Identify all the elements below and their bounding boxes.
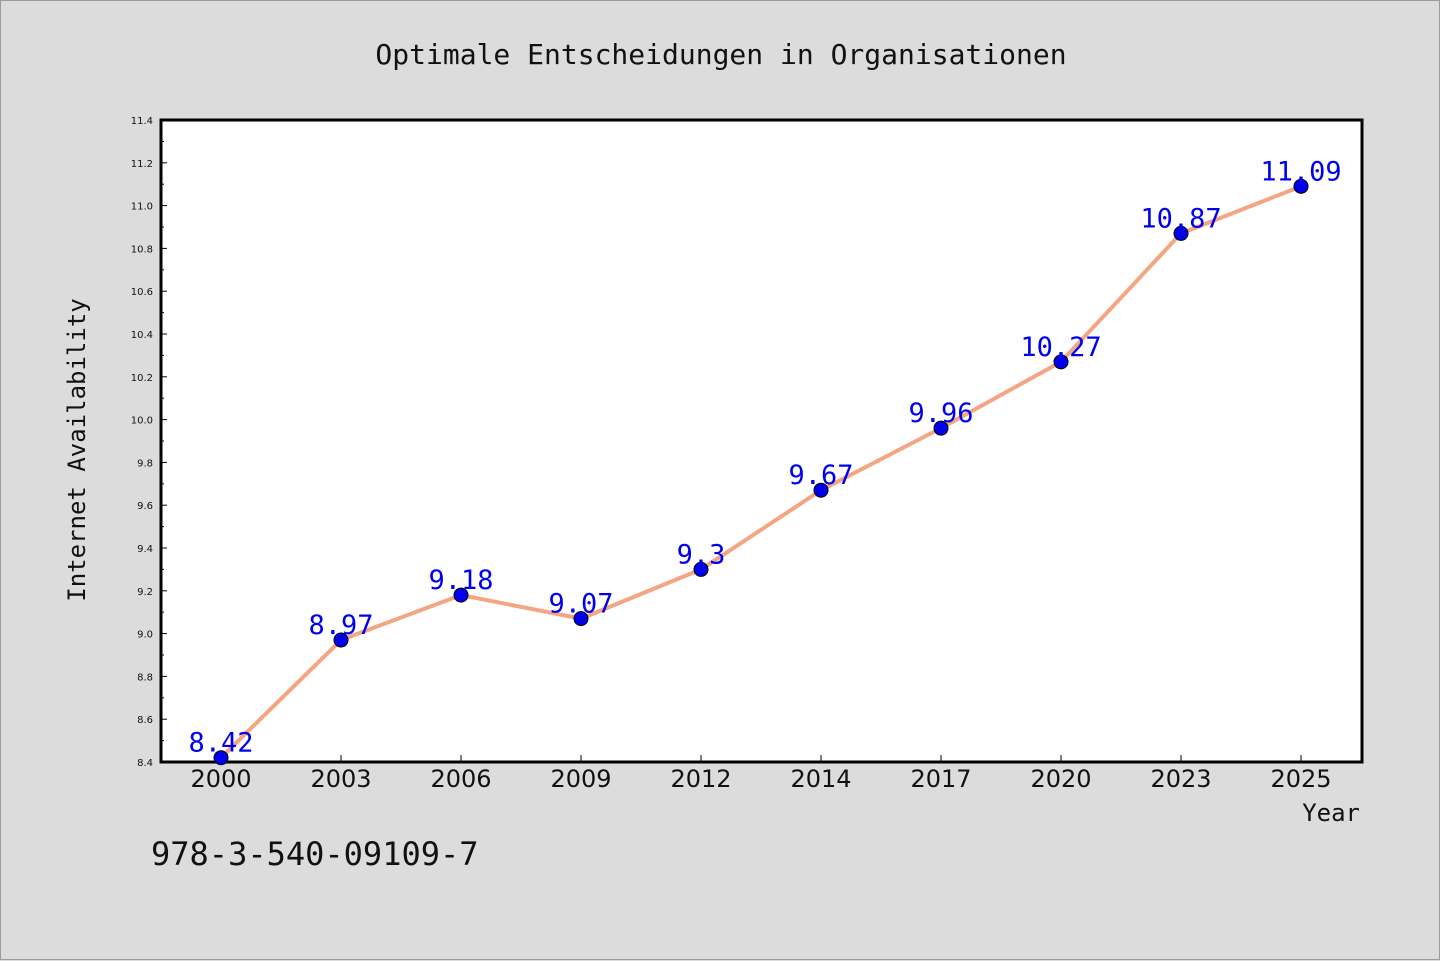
y-tick-label: 9.6 <box>137 501 153 512</box>
data-point <box>1173 225 1189 241</box>
data-point <box>453 587 469 603</box>
x-tick-label: 2006 <box>430 765 491 793</box>
data-point <box>213 750 229 766</box>
data-point <box>693 561 709 577</box>
y-tick-label: 8.8 <box>137 672 153 683</box>
x-tick-label: 2017 <box>910 765 971 793</box>
data-label: 8.42 <box>188 728 253 759</box>
y-tick-label: 10.0 <box>131 416 153 427</box>
x-tick-label: 2025 <box>1270 765 1331 793</box>
x-tick-label: 2003 <box>310 765 371 793</box>
x-tick-label: 2000 <box>190 765 251 793</box>
x-tick-label: 2009 <box>550 765 611 793</box>
y-tick-label: 10.4 <box>131 330 153 341</box>
y-axis-title: Internet Availability <box>63 298 91 601</box>
y-tick-label: 10.2 <box>131 373 153 384</box>
y-axis: 8.4 8.6 8.8 9.0 9.2 9.4 9.6 9.8 10.0 10.2 10.4 10.6… <box>131 116 167 769</box>
data-label: 10.87 <box>1140 203 1221 234</box>
markers-group <box>213 178 1309 766</box>
x-tick-label: 2023 <box>1150 765 1211 793</box>
y-tick-label: 9.8 <box>137 458 153 469</box>
data-label: 8.97 <box>308 610 373 641</box>
y-tick-label: 9.4 <box>137 544 153 555</box>
data-label: 9.67 <box>788 460 853 491</box>
y-tick-label: 8.6 <box>137 715 153 726</box>
x-axis: 2000 2003 2006 2009 2012 2014 2017 2020 2023 2025 <box>190 755 1332 793</box>
data-labels-group: 8.42 8.97 9.18 9.07 9.3 9.67 9.96 10.27 10.87 11.… <box>188 156 1341 758</box>
y-tick-label: 10.8 <box>131 244 153 255</box>
data-point <box>1053 354 1069 370</box>
data-label: 9.3 <box>677 539 726 570</box>
data-point <box>1293 178 1309 194</box>
y-tick-label: 10.6 <box>131 287 153 298</box>
isbn-text: 978-3-540-09109-7 <box>151 835 479 873</box>
y-tick-label: 9.2 <box>137 587 153 598</box>
series-line <box>219 184 1303 760</box>
y-tick-label: 9.0 <box>137 630 153 641</box>
data-point <box>573 611 589 627</box>
x-tick-label: 2020 <box>1030 765 1091 793</box>
data-point <box>333 632 349 648</box>
x-axis-title: Year <box>1302 799 1360 827</box>
data-point <box>813 482 829 498</box>
y-tick-label: 8.4 <box>137 758 153 769</box>
data-label: 9.07 <box>548 589 613 620</box>
data-label: 10.27 <box>1020 332 1101 363</box>
y-tick-label: 11.4 <box>131 116 153 127</box>
x-tick-label: 2014 <box>790 765 851 793</box>
plot-area <box>159 118 1364 764</box>
data-point <box>933 420 949 436</box>
data-label: 9.96 <box>908 398 973 429</box>
y-tick-label: 11.0 <box>131 202 153 213</box>
data-label: 9.18 <box>428 565 493 596</box>
x-tick-label: 2012 <box>670 765 731 793</box>
y-tick-label: 11.2 <box>131 159 153 170</box>
data-label: 11.09 <box>1260 156 1341 187</box>
chart-title: Optimale Entscheidungen in Organisatione… <box>375 38 1066 71</box>
series-line-group <box>219 184 1303 760</box>
